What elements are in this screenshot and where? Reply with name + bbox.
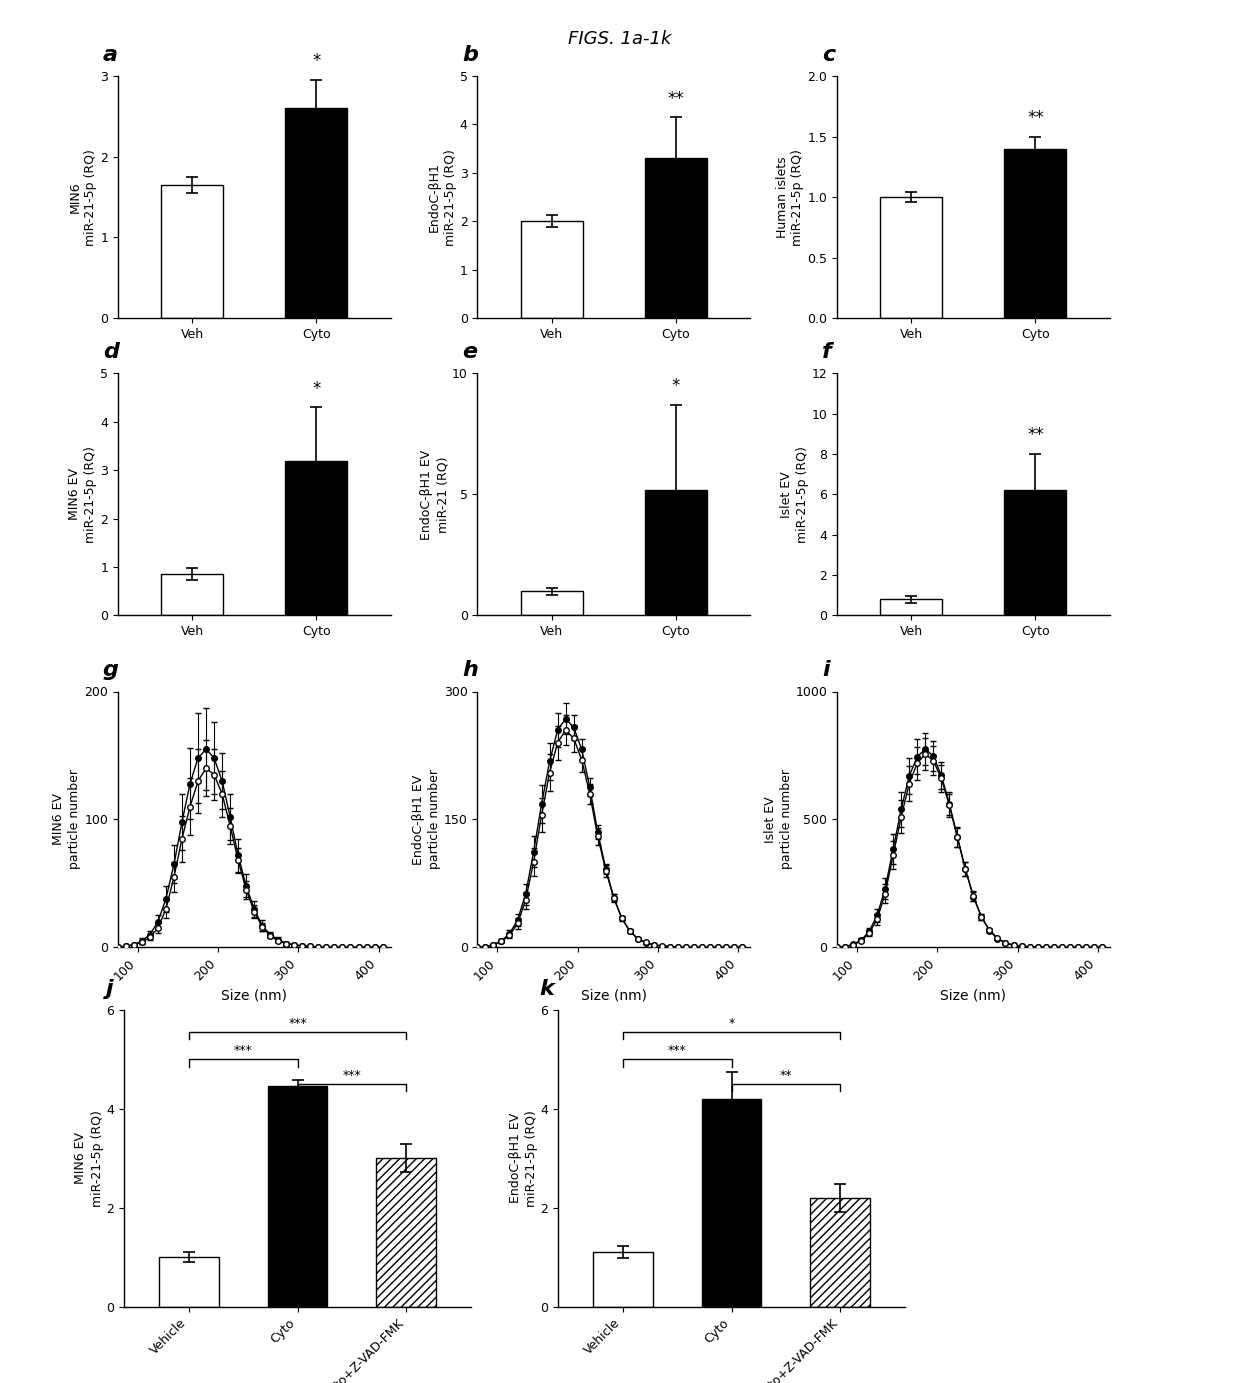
X-axis label: Size (nm): Size (nm) [940,989,1007,1003]
Bar [159,1257,219,1307]
Bar [268,1087,327,1307]
Text: ***: *** [234,1044,253,1057]
Bar [161,574,223,615]
Text: ***: *** [668,1044,687,1057]
Y-axis label: EndoC-βH1 EV
particle number: EndoC-βH1 EV particle number [412,769,441,870]
Bar [1004,491,1066,615]
Y-axis label: MIN6
miR-21-5p (RQ): MIN6 miR-21-5p (RQ) [68,148,97,246]
Bar [645,490,707,615]
Text: e: e [463,343,477,362]
Y-axis label: EndoC-βH1 EV
miR-21 (RQ): EndoC-βH1 EV miR-21 (RQ) [420,449,449,539]
Text: h: h [463,661,479,680]
Text: **: ** [1027,426,1044,444]
Bar [593,1253,653,1307]
Bar [285,461,347,615]
Y-axis label: Islet EV
miR-21-5p (RQ): Islet EV miR-21-5p (RQ) [780,445,808,544]
Bar [645,158,707,318]
Text: *: * [312,379,320,398]
Text: ***: *** [288,1017,308,1030]
Y-axis label: MIN6 EV
miR-21-5p (RQ): MIN6 EV miR-21-5p (RQ) [74,1109,103,1207]
Text: c: c [822,46,836,65]
Text: **: ** [780,1069,792,1082]
Y-axis label: Human islets
miR-21-5p (RQ): Human islets miR-21-5p (RQ) [775,148,805,246]
Text: **: ** [667,90,684,108]
Bar [702,1098,761,1307]
Bar [161,185,223,318]
Text: b: b [463,46,479,65]
Y-axis label: MIN6 EV
miR-21-5p (RQ): MIN6 EV miR-21-5p (RQ) [68,445,97,544]
Text: ***: *** [342,1069,361,1082]
X-axis label: Size (nm): Size (nm) [580,989,647,1003]
Text: FIGS. 1a-1k: FIGS. 1a-1k [568,30,672,48]
Text: f: f [822,343,832,362]
Bar [521,221,583,318]
Y-axis label: EndoC-βH1
miR-21-5p (RQ): EndoC-βH1 miR-21-5p (RQ) [428,148,456,246]
Y-axis label: MIN6 EV
particle number: MIN6 EV particle number [52,769,82,870]
Text: k: k [539,979,554,999]
Bar [376,1159,436,1307]
Text: *: * [312,53,320,71]
Bar [880,599,942,615]
Text: i: i [822,661,830,680]
Bar [285,108,347,318]
Y-axis label: Islet EV
particle number: Islet EV particle number [764,769,792,870]
Bar [880,196,942,318]
Text: *: * [728,1017,735,1030]
Text: d: d [103,343,119,362]
Y-axis label: EndoC-βH1 EV
miR-21-5p (RQ): EndoC-βH1 EV miR-21-5p (RQ) [508,1109,537,1207]
Bar [1004,148,1066,318]
Bar [521,592,583,615]
Text: j: j [105,979,113,999]
Bar [810,1198,870,1307]
Text: g: g [103,661,119,680]
Text: **: ** [1027,109,1044,127]
Text: a: a [103,46,118,65]
X-axis label: Size (nm): Size (nm) [221,989,288,1003]
Text: *: * [672,378,680,396]
